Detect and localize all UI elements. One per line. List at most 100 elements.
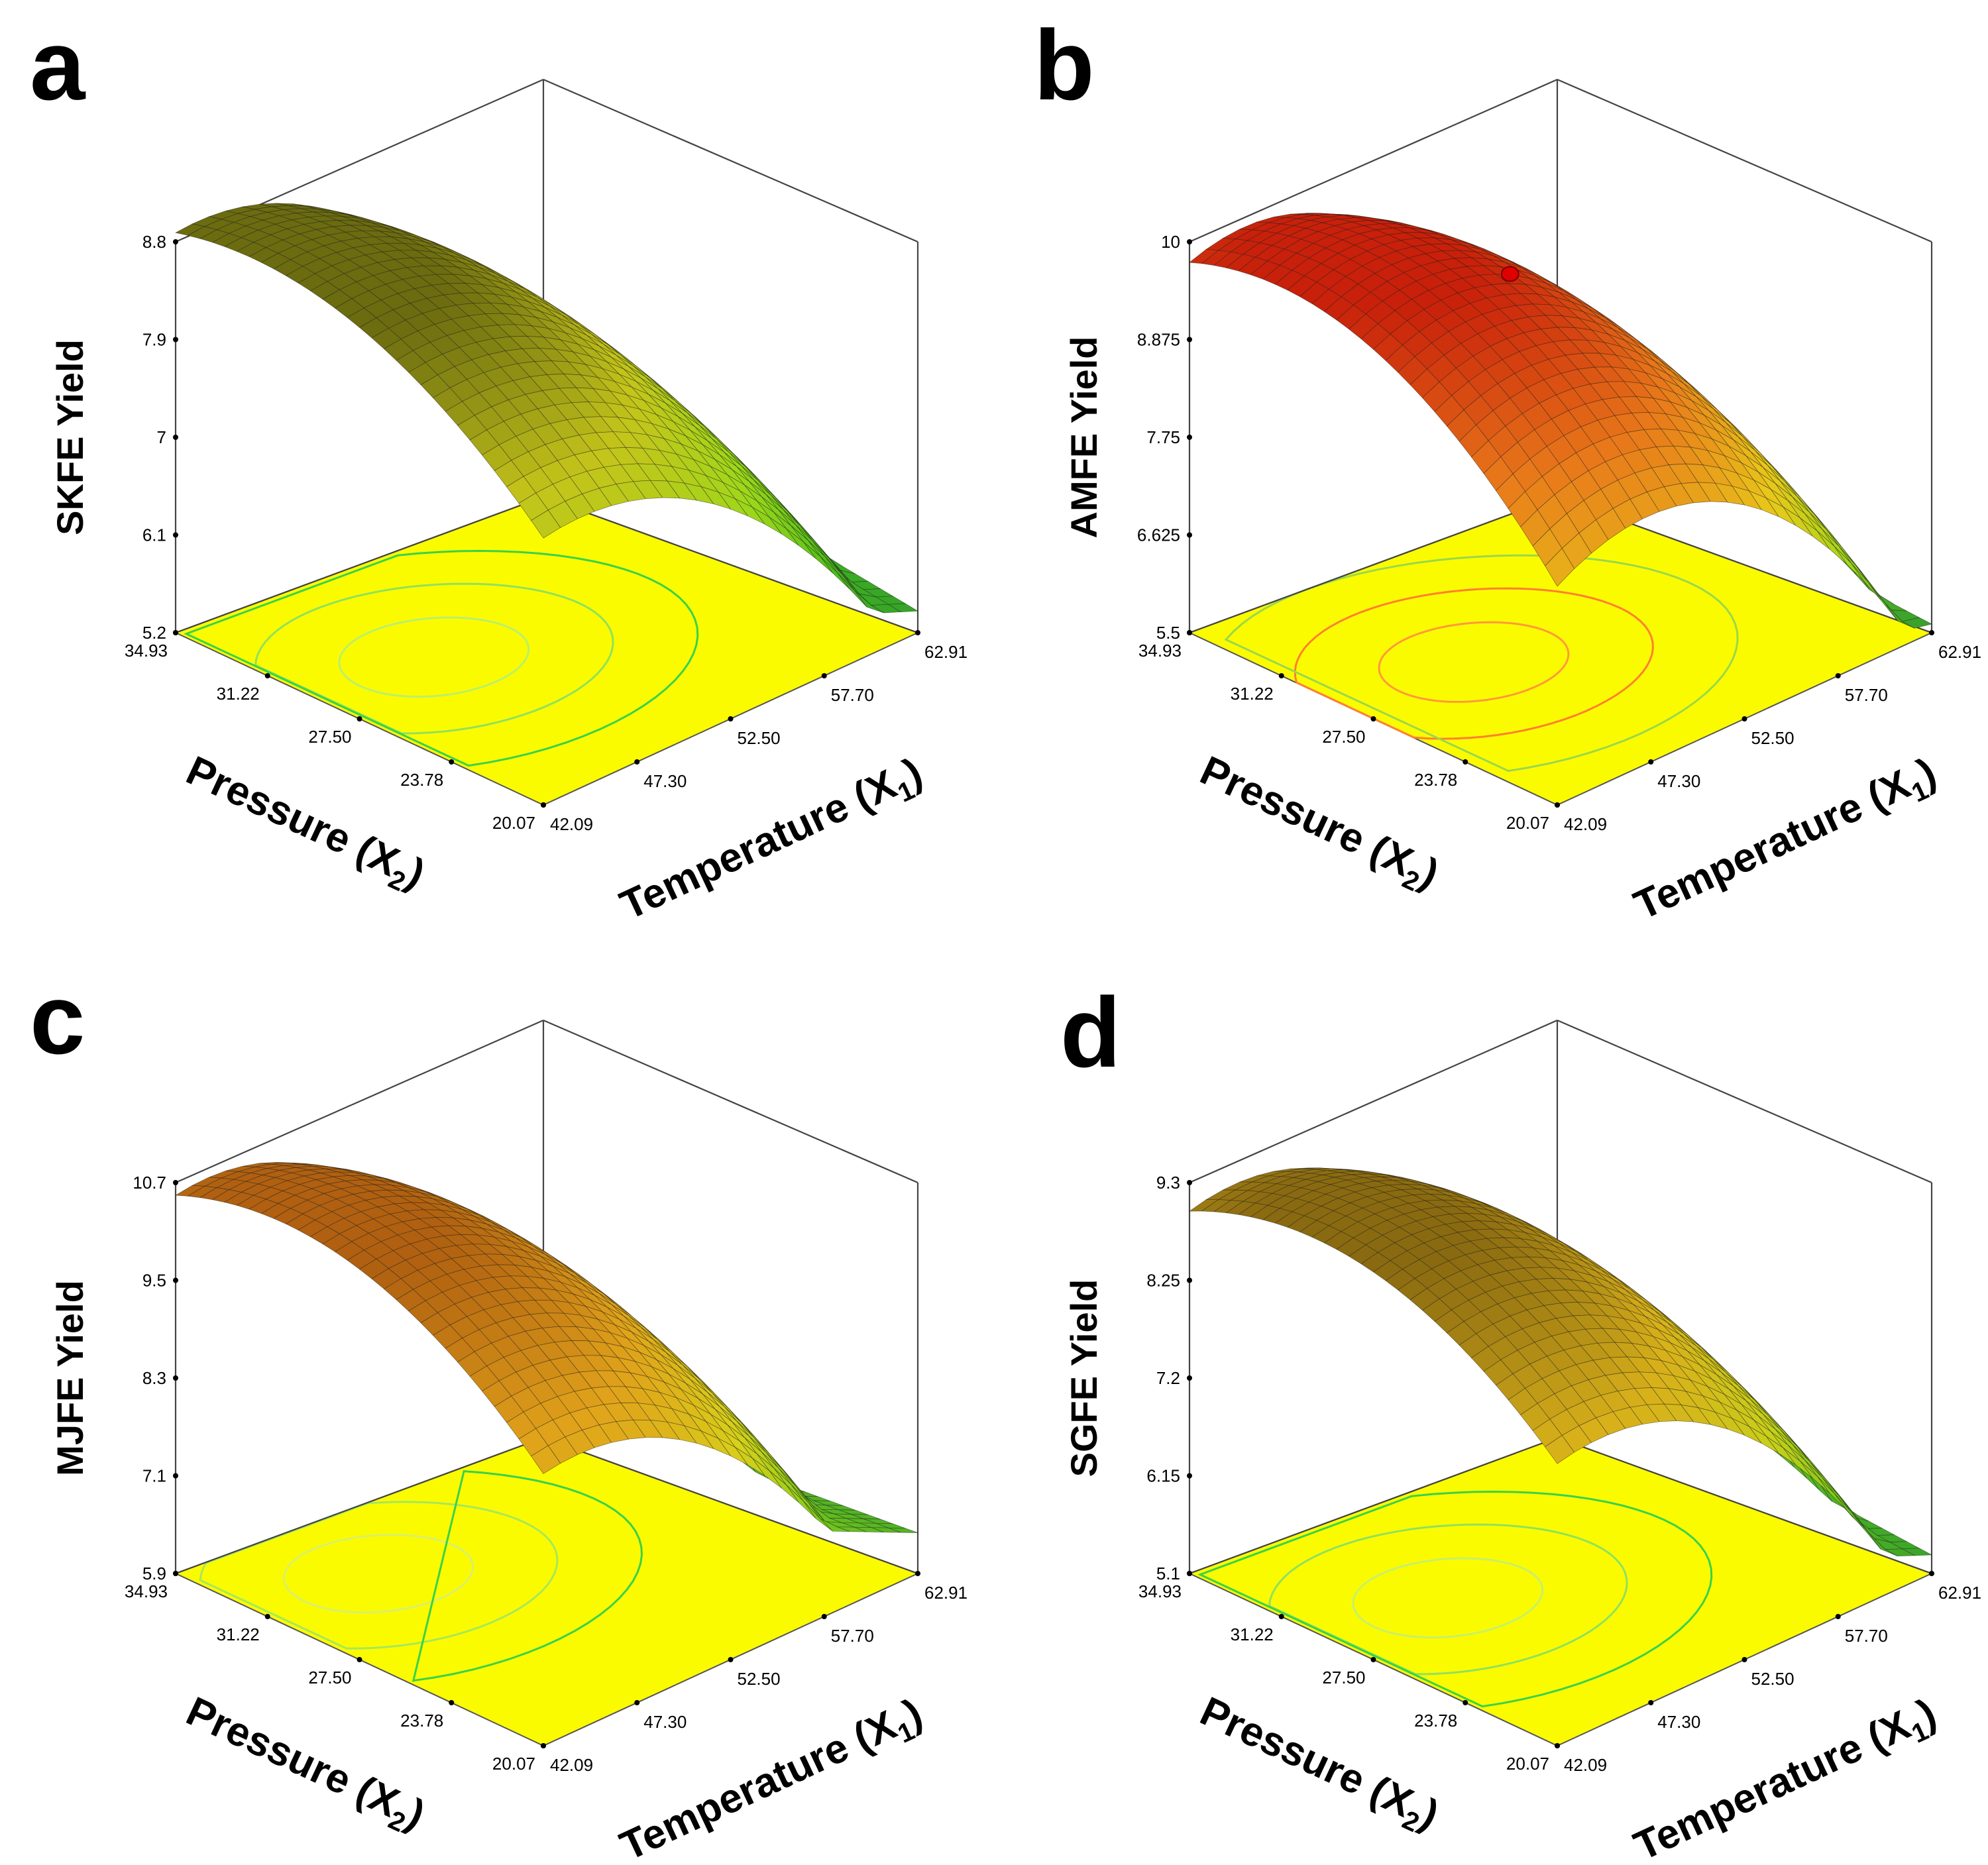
box-edge [543, 1019, 918, 1184]
panel-b: 5.5 6.625 7.75 8.875 10 AMFE Yield 20.07 23.78 2… [1034, 9, 1981, 929]
z-tick-mark [173, 435, 178, 440]
pressure-tick-label: 31.22 [1231, 684, 1274, 704]
pressure-tick-label: 23.78 [400, 770, 443, 790]
floor-contour [1294, 587, 1654, 740]
box-edge [1557, 1436, 1932, 1575]
surface-cell [807, 540, 838, 573]
surface-cell [1545, 548, 1575, 587]
floor-contour [282, 1534, 474, 1614]
temperature-tick-label: 52.50 [1751, 728, 1795, 748]
box-edge [175, 1019, 544, 1184]
surface-cell [1834, 545, 1864, 582]
pressure-tick-mark [173, 630, 178, 635]
temperature-tick-label: 62.91 [924, 1583, 967, 1603]
surface-cell [1545, 1435, 1575, 1464]
pressure-tick-mark [1278, 673, 1284, 678]
surface-cell [531, 509, 561, 539]
temperature-tick-label: 62.91 [1938, 642, 1981, 662]
temperature-tick-mark [728, 716, 734, 721]
pressure-tick-label: 20.07 [492, 813, 535, 833]
temperature-tick-mark [821, 1614, 827, 1619]
surface-cell [1877, 594, 1907, 612]
temperature-tick-mark [541, 802, 546, 808]
pressure-tick-mark [1187, 630, 1192, 635]
temperature-tick-mark [821, 673, 827, 678]
floor-contour [1197, 1490, 1713, 1708]
z-tick-mark [1187, 1473, 1192, 1479]
pressure-tick-label: 23.78 [400, 1711, 443, 1731]
z-tick-mark [1187, 1277, 1192, 1283]
z-tick-label: 10.7 [133, 1173, 166, 1193]
z-tick-mark [173, 1277, 178, 1283]
temperature-tick-mark [728, 1657, 734, 1662]
z-tick-label: 7.9 [142, 330, 166, 350]
pressure-axis-label: Pressure (X2) [177, 1688, 431, 1843]
temperature-tick-label: 62.91 [924, 642, 967, 662]
temperature-tick-label: 62.91 [1938, 1583, 1981, 1603]
z-tick-label: 6.15 [1146, 1466, 1180, 1486]
pressure-tick-label: 31.22 [217, 1625, 260, 1644]
temperature-tick-mark [1648, 759, 1654, 765]
box-edge [543, 1436, 918, 1575]
z-tick-mark [173, 1473, 178, 1479]
pressure-tick-mark [1463, 759, 1468, 765]
z-tick-label: 5.1 [1156, 1564, 1180, 1583]
z-tick-mark [1187, 532, 1192, 538]
panel-d: 5.1 6.15 7.2 8.25 9.3 SGFE Yield 20.07 23.78 27.… [1060, 977, 1981, 1865]
floor-contour [199, 1501, 559, 1650]
pressure-tick-mark [1463, 1700, 1468, 1705]
temperature-tick-mark [1741, 1657, 1747, 1662]
z-tick-label: 5.9 [142, 1564, 166, 1583]
pressure-tick-mark [357, 1657, 362, 1662]
temperature-tick-mark [1835, 1614, 1841, 1619]
response-surface [1189, 213, 1932, 629]
pressure-tick-label: 27.50 [308, 1668, 351, 1687]
z-tick-label: 7 [157, 427, 166, 447]
temperature-tick-mark [634, 759, 640, 765]
panel-c: 5.9 7.1 8.3 9.5 10.7 MJFE Yield 20.07 23.78 27.5… [30, 963, 967, 1865]
temperature-tick-label: 47.30 [643, 771, 687, 791]
box-edge [1189, 1019, 1558, 1184]
pressure-tick-label: 34.93 [125, 1581, 168, 1601]
z-tick-mark [173, 1375, 178, 1381]
temperature-tick-label: 57.70 [831, 685, 874, 705]
surface-cell [1834, 1493, 1864, 1529]
z-tick-label: 9.5 [142, 1271, 166, 1291]
temperature-tick-mark [1929, 630, 1934, 635]
temperature-tick-label: 52.50 [738, 1669, 781, 1689]
temperature-tick-mark [1555, 1743, 1560, 1748]
z-tick-mark [1187, 435, 1192, 440]
pressure-tick-label: 27.50 [1322, 1668, 1365, 1687]
z-tick-label: 8.875 [1137, 330, 1180, 350]
pressure-tick-label: 34.93 [1138, 1581, 1182, 1601]
pressure-tick-label: 23.78 [1414, 1711, 1457, 1731]
z-axis-label: MJFE Yield [49, 1280, 91, 1476]
temperature-tick-mark [541, 1743, 546, 1748]
pressure-tick-label: 20.07 [1506, 813, 1549, 833]
response-surface [1188, 1167, 1933, 1557]
z-axis-label: SKFE Yield [49, 339, 91, 535]
box-edge [175, 1436, 544, 1575]
z-tick-mark [173, 337, 178, 343]
temperature-tick-label: 52.50 [1751, 1669, 1795, 1689]
temperature-tick-mark [1648, 1700, 1654, 1705]
temperature-tick-label: 52.50 [738, 728, 781, 748]
z-tick-mark [1187, 1375, 1192, 1381]
floor-contour [1224, 554, 1739, 773]
pressure-tick-mark [264, 1614, 270, 1619]
temperature-tick-label: 42.09 [550, 814, 593, 834]
temperature-tick-label: 47.30 [643, 1712, 687, 1732]
surface-cell [1851, 562, 1881, 600]
pressure-axis-label: Pressure (X2) [177, 747, 431, 902]
pressure-tick-label: 31.22 [217, 684, 260, 704]
panel-a: 5.2 6.1 7 7.9 8.8 SKFE Yield 20.07 23.78 27.50 31… [30, 9, 967, 929]
floor-contour [338, 616, 530, 698]
box-edge [1557, 78, 1932, 243]
pressure-tick-mark [264, 673, 270, 678]
floor-contour [1378, 621, 1570, 703]
z-tick-label: 8.25 [1146, 1271, 1180, 1291]
z-tick-label: 7.1 [142, 1466, 166, 1486]
z-tick-label: 9.3 [1156, 1173, 1180, 1193]
pressure-tick-mark [1370, 716, 1376, 721]
pressure-tick-label: 34.93 [125, 641, 168, 661]
